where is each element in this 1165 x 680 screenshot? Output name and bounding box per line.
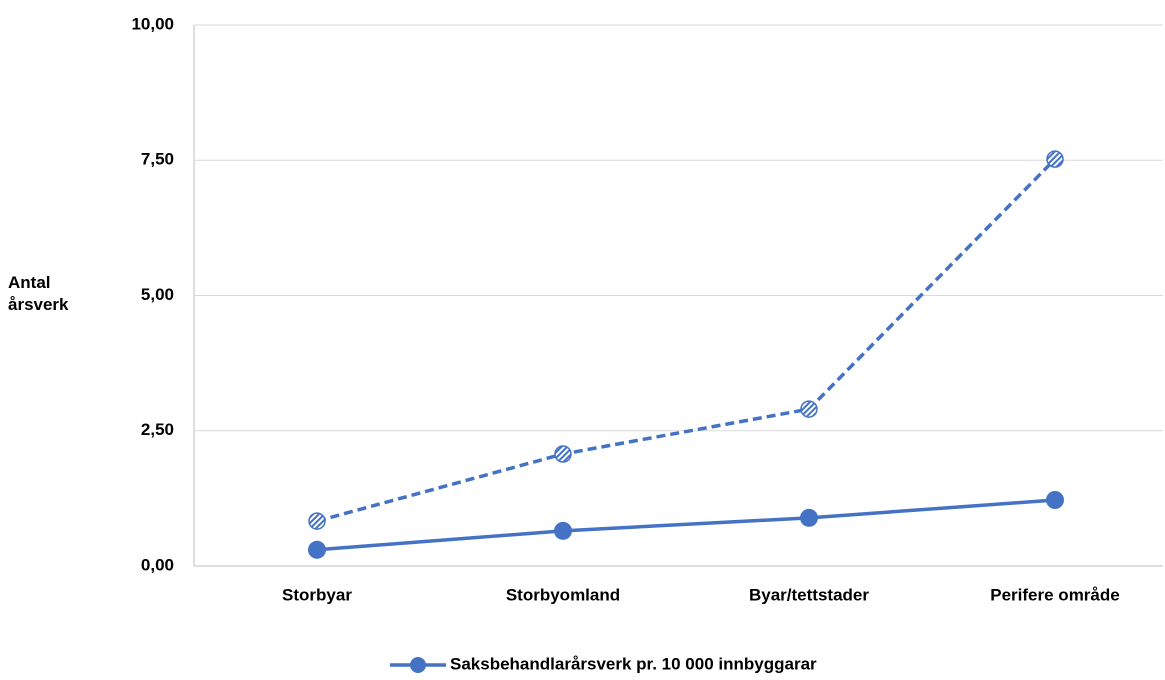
data-point [1046, 490, 1064, 509]
data-point [554, 521, 572, 540]
x-tick-label: Storbyomland [506, 585, 620, 604]
data-point [800, 508, 818, 527]
y-tick-label: 7,50 [141, 150, 174, 169]
data-point [554, 445, 572, 463]
series-line [316, 157, 1057, 523]
series-line [316, 498, 1056, 552]
x-tick-label: Byar/tettstader [749, 585, 869, 604]
data-point [308, 540, 326, 559]
legend-label: Saksbehandlarårsverk pr. 10 000 innbygga… [450, 654, 817, 673]
data-point [800, 400, 818, 418]
y-tick-label: 5,00 [141, 285, 174, 304]
data-point [308, 512, 326, 530]
y-tick-label: 0,00 [141, 555, 174, 574]
data-point [1046, 150, 1064, 168]
y-tick-label: 2,50 [141, 420, 174, 439]
legend-marker [410, 657, 426, 673]
y-tick-label: 10,00 [131, 14, 174, 33]
x-tick-label: Perifere område [990, 585, 1119, 604]
x-tick-label: Storbyar [282, 585, 352, 604]
y-axis-label: Antal årsverk [8, 273, 69, 314]
